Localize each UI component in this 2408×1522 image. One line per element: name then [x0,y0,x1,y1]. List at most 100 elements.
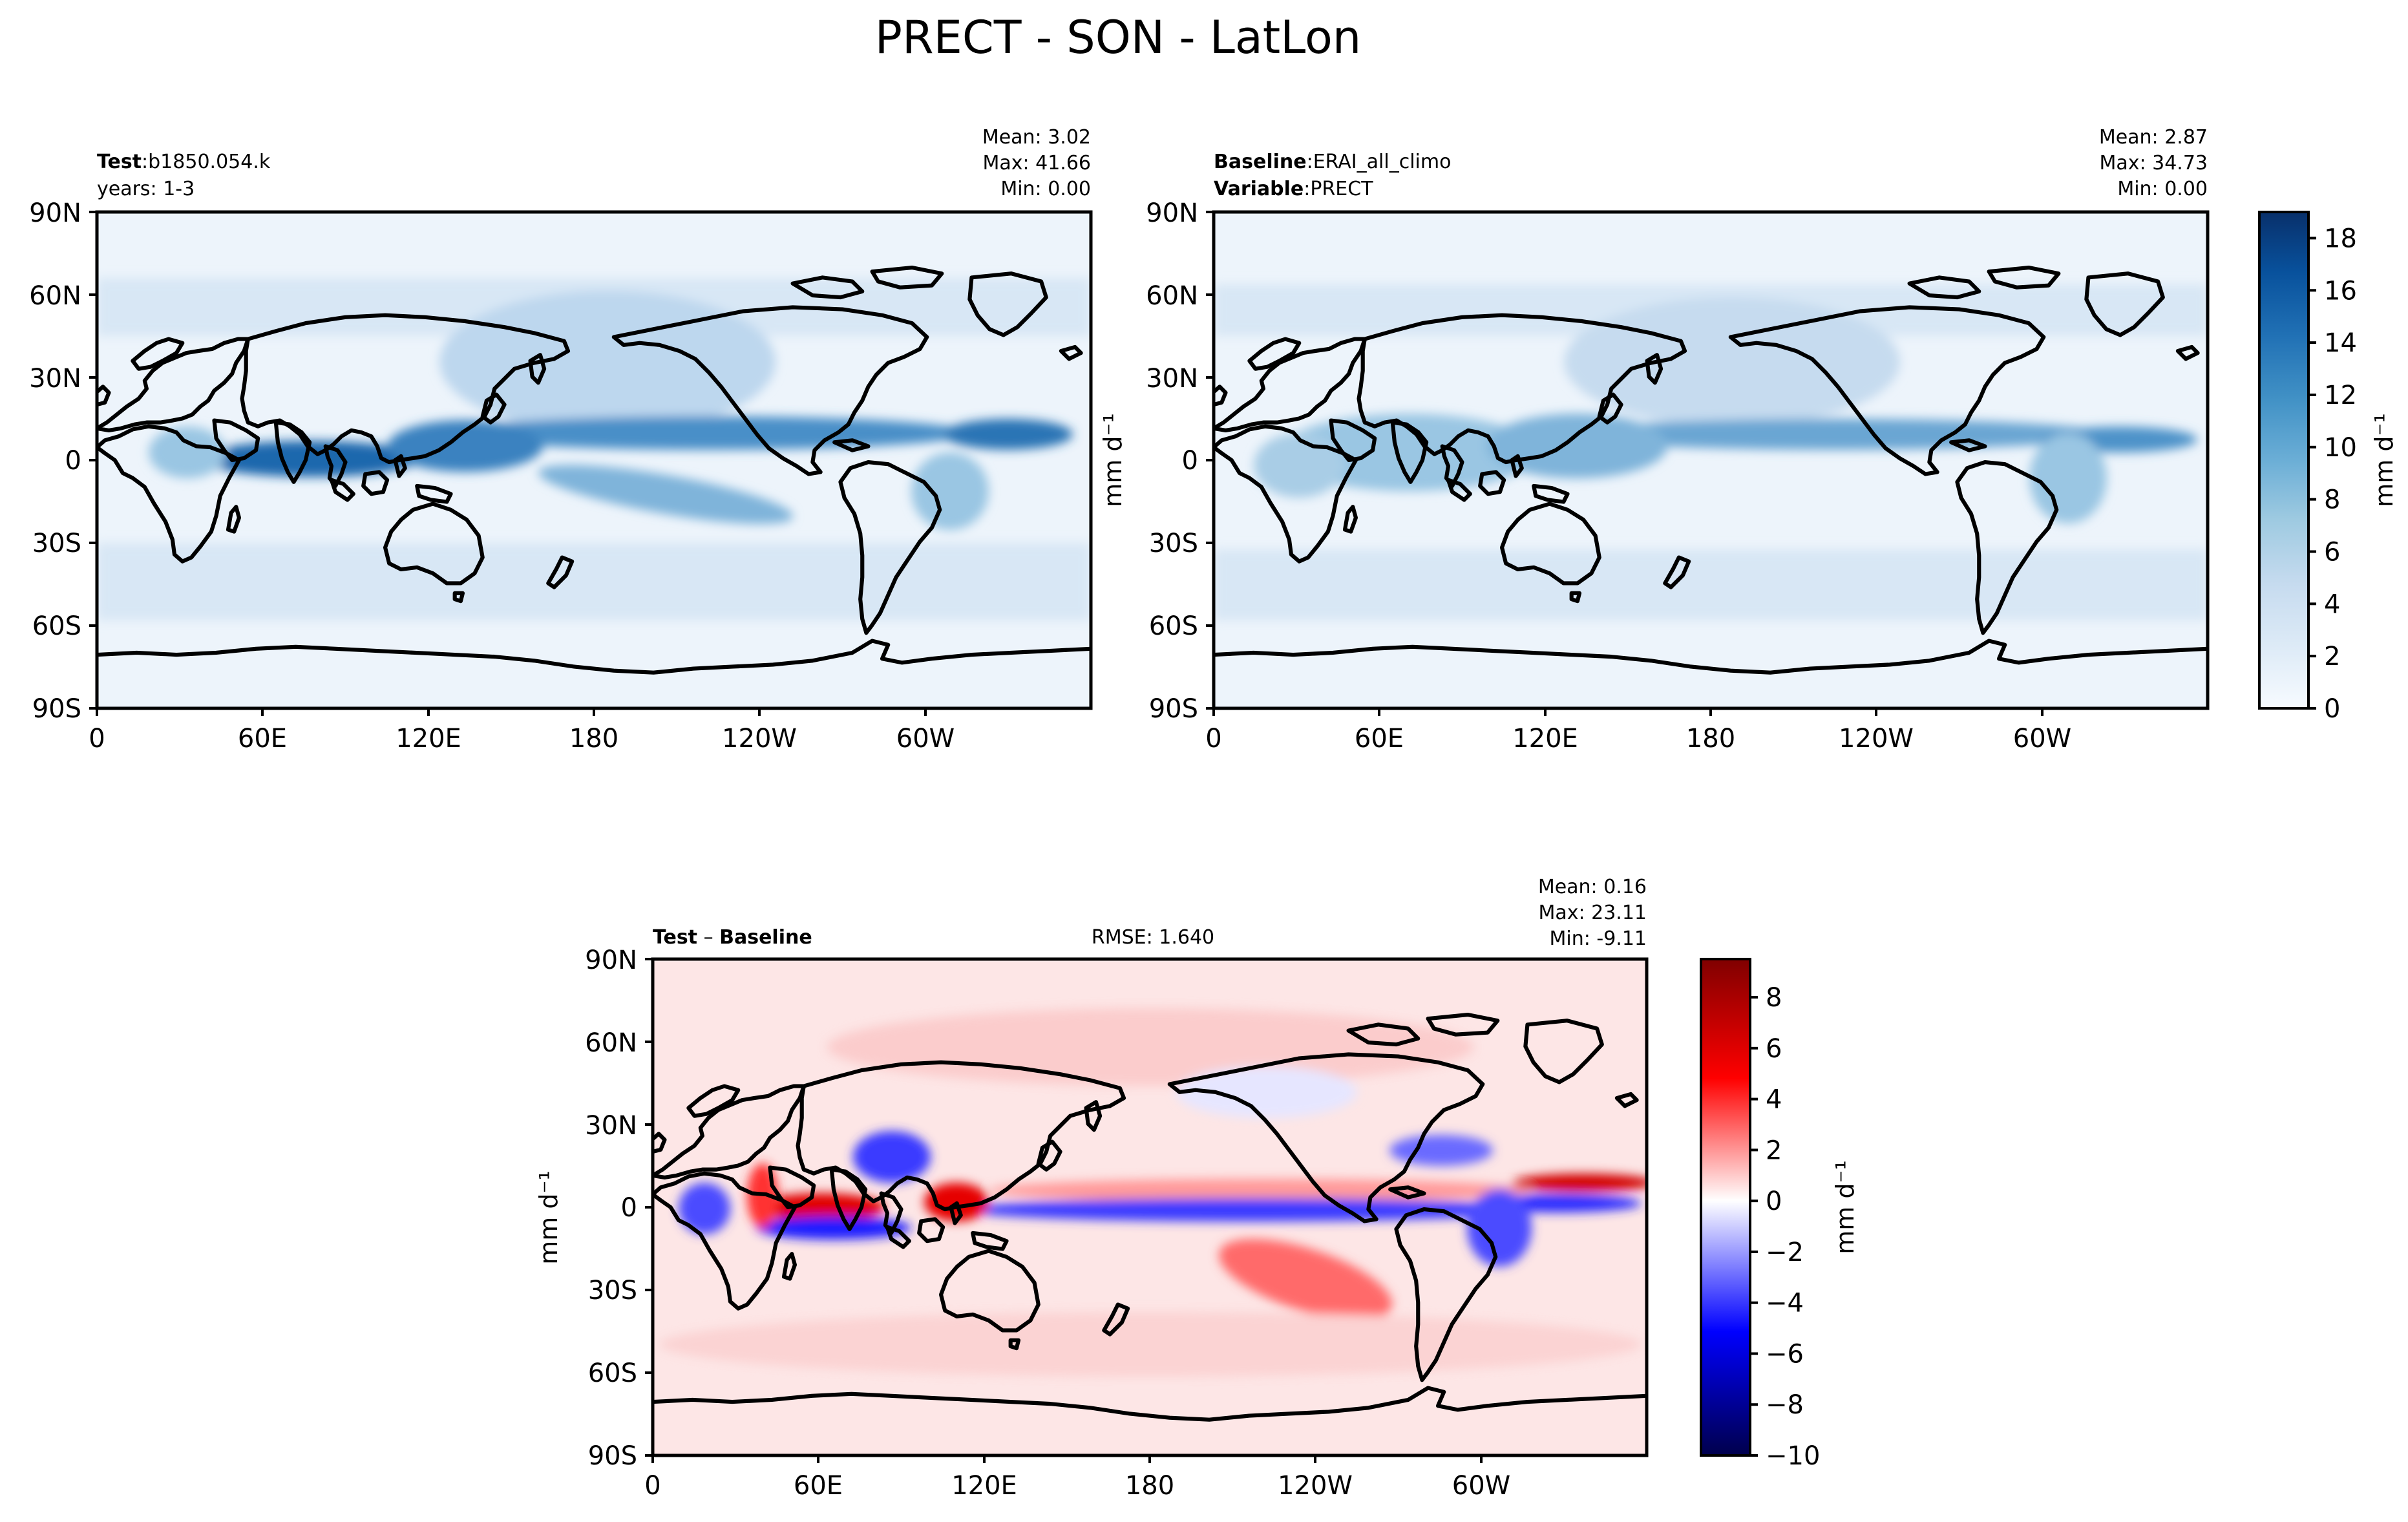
panel-diff-y-axis: 90N 60N 30N 0 30S 60S 90S [585,946,637,1471]
figure-title: PRECT - SON - LatLon [875,11,1361,64]
y-tick-60s: 60S [1149,611,1198,641]
ylabel-bottom: mm d⁻¹ [534,1170,563,1265]
y-tick-30n: 30N [1146,364,1198,394]
panel-diff-pacific-off-eq [989,1179,1532,1202]
panel-test-value: b1850.054.k [148,151,271,173]
panel-baseline-map [1214,212,2208,708]
panel-baseline-label: Baseline [1214,151,1307,173]
colorbar-precip-tick-label: 16 [2324,276,2357,306]
panel-diff-indian-red [756,1193,885,1221]
x-tick-120e: 120E [951,1471,1017,1501]
colorbar-diff-label: mm d⁻¹ [1831,1160,1859,1254]
panel-test-africa-rain [149,427,226,478]
panel-test-label: Test [97,151,142,173]
panel-baseline-x-tickmarks [1212,708,2044,716]
panel-diff-northern-midlat [827,1008,1473,1086]
colorbar-precip-tick-label: 0 [2324,694,2340,724]
colorbar-diff-tick-label: 6 [1766,1034,1782,1064]
panel-test-map [97,212,1091,708]
panel-test-storm-tracks-s [97,543,1091,620]
x-tick-120e: 120E [1512,724,1578,754]
colorbar-diff-tick-label: −8 [1766,1390,1804,1420]
panel-diff-south-pacific [1219,1239,1392,1320]
ylabel-mid: mm d⁻¹ [1099,413,1127,507]
y-tick-90s: 90S [1149,694,1198,724]
colorbar-precip-tick-label: 8 [2324,485,2340,515]
panel-test-x-axis: 0 60E 120E 180 120W 60W [89,724,955,754]
colorbar-precip-label: mm d⁻¹ [2370,413,2398,507]
y-tick-0: 0 [621,1193,637,1223]
y-tick-90s: 90S [588,1441,637,1471]
x-tick-120w: 120W [1839,724,1914,754]
y-tick-30s: 30S [32,529,81,558]
colorbar-diff-tick-label: −4 [1766,1289,1804,1318]
panel-baseline-y-axis: 90N 60N 30N 0 30S 60S 90S [1146,198,1198,724]
x-tick-60e: 60E [238,724,287,754]
panel-diff: Test – Baseline RMSE: 1.640 Mean: 0.16 M… [585,876,1649,1501]
panel-diff-y-tickmarks [645,958,653,1457]
panel-baseline-variable-heading: Variable:PRECT [1214,178,1373,200]
panel-diff-gulf-blue [1389,1135,1493,1166]
panel-test: Test:b1850.054.k years: 1-3 Mean: 3.02 M… [29,126,1093,754]
x-tick-60w: 60W [2013,724,2071,754]
colorbar-precip-scale [2258,211,2310,710]
panel-baseline-storm-tracks-s [1214,549,2208,620]
panel-diff-atlantic-red [1512,1174,1647,1192]
panel-diff-minus: – [697,926,719,949]
x-tick-0: 0 [89,724,105,754]
colorbar-diff: 8 6 4 2 0 −2 −4 −6 −8 −10 mm d⁻¹ [1700,958,1859,1471]
colorbar-diff-ticks: 8 6 4 2 0 −2 −4 −6 −8 −10 [1750,983,1820,1471]
x-tick-0: 0 [1205,724,1221,754]
panel-baseline-variable-value: PRECT [1310,178,1373,200]
panel-baseline-field [1214,284,2208,620]
x-tick-0: 0 [644,1471,660,1501]
colorbar-precip-tick-label: 10 [2324,433,2357,463]
colorbar-precip-tick-label: 14 [2324,328,2357,358]
panel-diff-pacific-eq-blue [963,1198,1532,1221]
panel-test-stat-max: Max: 41.66 [982,152,1091,174]
panel-diff-southern-pink [659,1312,1642,1377]
panel-baseline-left-heading: Baseline:ERAI_all_climo [1214,151,1451,173]
x-tick-180: 180 [1686,724,1735,754]
panel-diff-x-axis: 0 60E 120E 180 120W 60W [644,1471,1510,1501]
panel-diff-stat-max: Max: 23.11 [1538,902,1647,924]
y-tick-90n: 90N [585,946,637,975]
panel-baseline-stat-min: Min: 0.00 [2117,178,2208,200]
y-tick-90s: 90S [32,694,81,724]
panel-diff-arabian-sea-blue [853,1131,931,1183]
panel-test-left-heading: Test:b1850.054.k [97,151,271,173]
x-tick-180: 180 [1125,1471,1174,1501]
x-tick-120w: 120W [722,724,797,754]
panel-test-amazon [911,452,989,530]
y-tick-90n: 90N [29,198,81,228]
panel-diff-field [659,1008,1647,1377]
y-tick-30s: 30S [588,1276,637,1305]
colorbar-precip-tick-label: 12 [2324,381,2357,410]
colorbar-diff-tick-label: 2 [1766,1136,1782,1165]
x-tick-120e: 120E [396,724,461,754]
y-tick-0: 0 [65,446,81,476]
y-tick-60s: 60S [588,1358,637,1388]
y-tick-30n: 30N [29,364,81,394]
panel-baseline-stat-mean: Mean: 2.87 [2099,126,2208,149]
y-tick-30n: 30N [585,1111,637,1141]
x-tick-180: 180 [569,724,618,754]
colorbar-precip: 0 2 4 6 8 10 12 14 16 18 mm d⁻¹ [2258,211,2398,724]
x-tick-60e: 60E [1355,724,1404,754]
panel-diff-africa-blue [679,1183,730,1234]
colorbar-precip-tick-label: 4 [2324,589,2340,619]
panel-test-stat-mean: Mean: 3.02 [982,126,1091,149]
panel-diff-baseline-label: Baseline [719,926,812,949]
panel-diff-indian-blue [756,1216,911,1240]
panel-baseline-amazon [2029,433,2107,523]
panel-diff-northern-bluish [1176,1066,1357,1118]
colorbar-precip-tick-label: 2 [2324,642,2340,671]
panel-test-y-tickmarks [89,211,97,710]
panel-diff-map [653,959,1647,1455]
panel-diff-left-heading: Test – Baseline [653,926,812,949]
panel-diff-amazon-blue [1467,1189,1532,1267]
y-tick-60n: 60N [585,1028,637,1058]
panel-test-y-axis: 90N 60N 30N 0 30S 60S 90S [29,198,81,724]
panel-test-x-tickmarks [96,708,927,716]
